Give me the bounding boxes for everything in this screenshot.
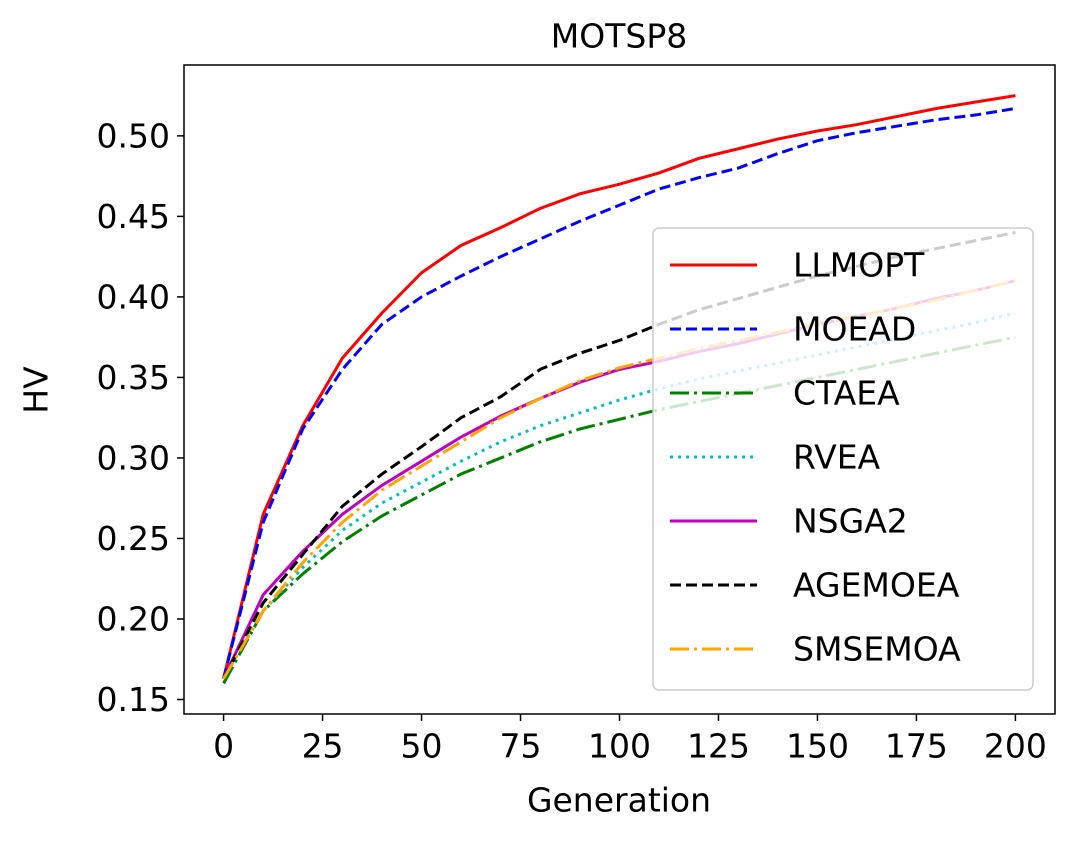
- chart-title: MOTSP8: [551, 17, 687, 56]
- legend-label: RVEA: [793, 438, 881, 477]
- y-tick-label: 0.40: [97, 277, 170, 316]
- legend-label: SMSEMOA: [793, 630, 961, 669]
- series-line: [222, 94, 1016, 679]
- y-tick-label: 0.25: [97, 519, 170, 558]
- x-tick-label: 50: [401, 727, 443, 766]
- series-line: [222, 107, 1016, 679]
- series-line: [222, 231, 1016, 680]
- x-tick-label: 75: [500, 727, 542, 766]
- y-tick-label: 0.35: [97, 358, 170, 397]
- legend-label: CTAEA: [793, 374, 900, 413]
- y-tick-label: 0.30: [97, 438, 170, 477]
- x-axis-label: Generation: [527, 781, 711, 820]
- x-tick-label: 125: [687, 727, 750, 766]
- y-axis-label: HV: [17, 366, 56, 414]
- legend-label: NSGA2: [793, 502, 908, 541]
- y-tick-label: 0.50: [97, 116, 170, 155]
- x-tick-label: 0: [213, 727, 234, 766]
- x-tick-label: 100: [588, 727, 651, 766]
- x-tick-label: 150: [786, 727, 849, 766]
- legend-box: [652, 227, 1034, 691]
- x-tick-label: 175: [885, 727, 948, 766]
- legend-label: MOEAD: [793, 310, 916, 349]
- y-tick-label: 0.15: [97, 680, 170, 719]
- x-tick-label: 25: [302, 727, 344, 766]
- y-tick-label: 0.45: [97, 197, 170, 236]
- y-tick-label: 0.20: [97, 599, 170, 638]
- x-tick-label: 200: [984, 727, 1047, 766]
- legend-label: LLMOPT: [793, 246, 925, 285]
- legend-label: AGEMOEA: [793, 566, 960, 605]
